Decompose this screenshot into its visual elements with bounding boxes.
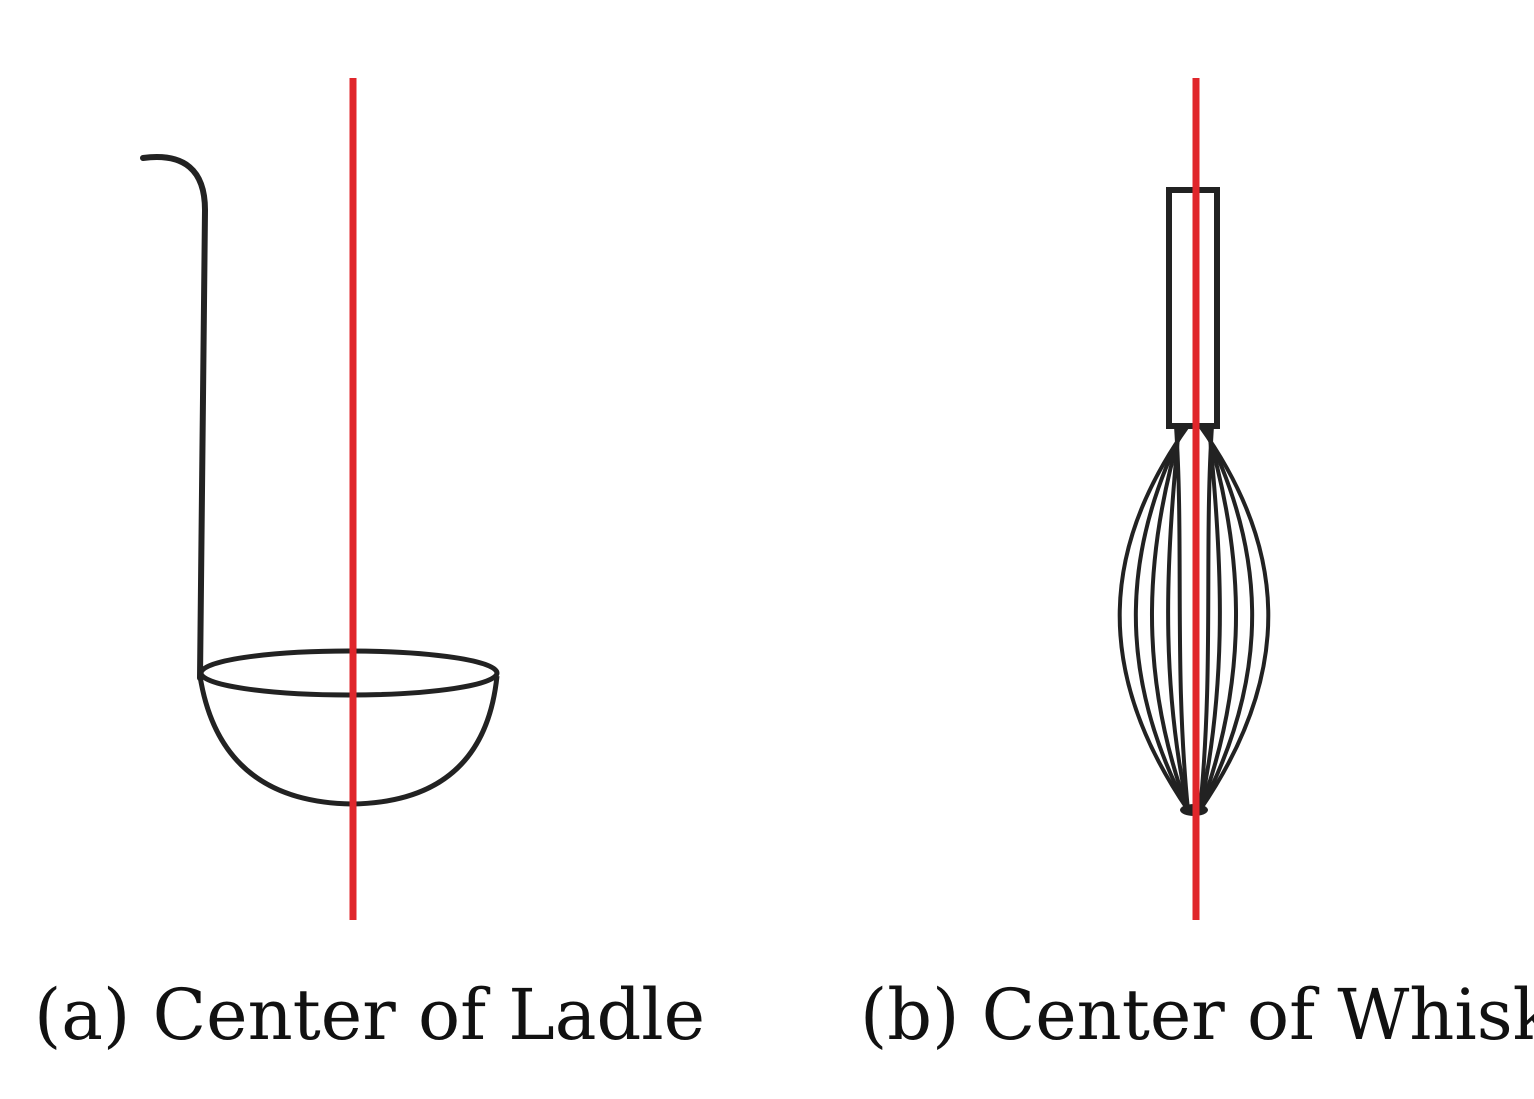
- whisk-wire: [1117, 424, 1190, 812]
- figure-panel-ladle: (a) Center of Ladle: [0, 0, 705, 1099]
- whisk-wire: [1198, 425, 1255, 811]
- whisk-wire: [1174, 425, 1190, 811]
- whisk-wire: [1198, 425, 1222, 811]
- whisk-wire: [1150, 425, 1190, 811]
- ladle-bowl-rim: [198, 648, 500, 698]
- figure-panel-whisk: (b) Center of Whisk: [820, 0, 1534, 1099]
- whisk-wire: [1166, 425, 1190, 811]
- whisk-wire: [1198, 425, 1214, 811]
- ladle-illustration: [140, 78, 500, 920]
- caption-a: (a) Center of Ladle: [34, 974, 706, 1056]
- whisk-wires: [1117, 424, 1271, 816]
- caption-b: (b) Center of Whisk: [860, 974, 1534, 1056]
- whisk-wire: [1198, 424, 1271, 812]
- whisk-wire: [1198, 425, 1238, 811]
- whisk-wire: [1133, 425, 1190, 811]
- ladle-handle: [140, 154, 209, 681]
- whisk-illustration: [1117, 78, 1271, 920]
